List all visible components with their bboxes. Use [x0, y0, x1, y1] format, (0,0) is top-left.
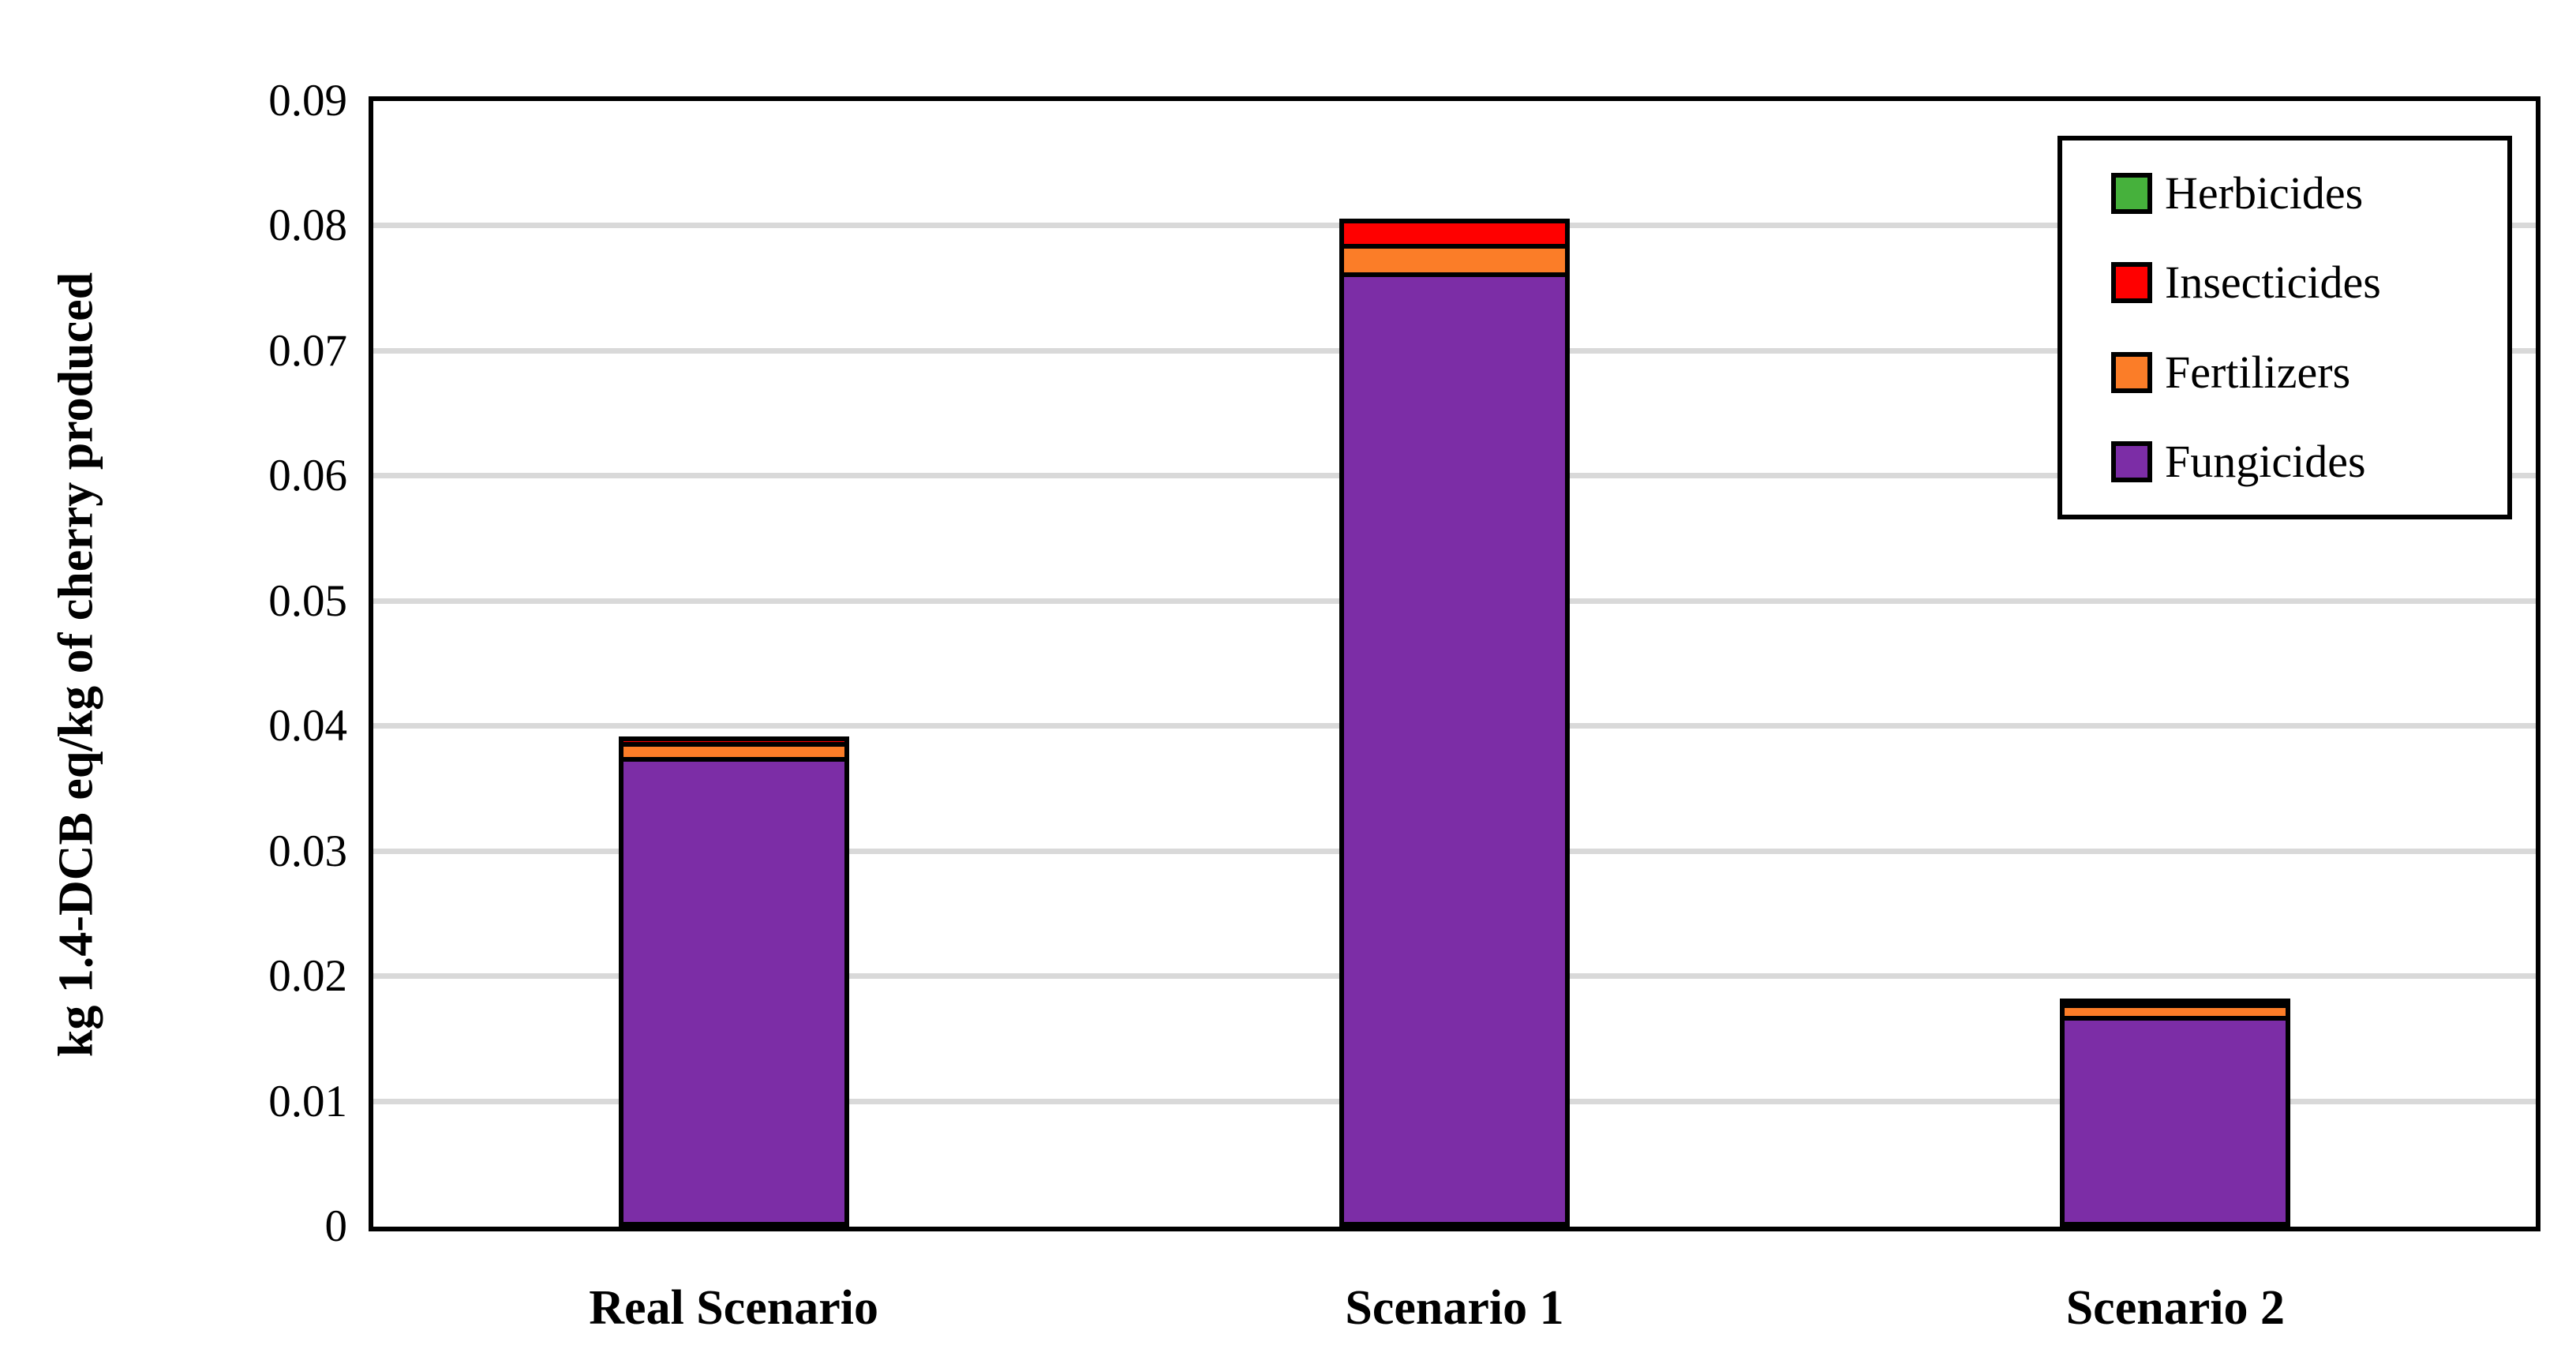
legend-label-fungicides: Fungicides: [2165, 436, 2366, 488]
legend-swatch-insecticides-icon: [2111, 262, 2152, 304]
legend-swatch-fungicides-icon: [2111, 441, 2152, 483]
x-axis-label-real-scenario: Real Scenario: [589, 1281, 879, 1335]
legend-item-fungicides: Fungicides: [2111, 439, 2507, 485]
y-tick-label-0.05: 0.05: [268, 575, 347, 626]
y-tick-label-0.01: 0.01: [268, 1076, 347, 1126]
x-axis-label-scenario-2: Scenario 2: [2065, 1281, 2285, 1335]
legend-item-herbicides: Herbicides: [2111, 170, 2507, 216]
bar-scenario-1: [1339, 218, 1570, 1227]
legend-item-fertilizers: Fertilizers: [2111, 346, 2507, 398]
bar-scenario-2: [2060, 998, 2291, 1227]
y-tick-label-0: 0: [324, 1201, 348, 1251]
plot-area: Herbicides Insecticides Fertilizers Fungici…: [369, 96, 2540, 1231]
y-tick-label-0.08: 0.08: [268, 200, 347, 251]
legend-label-fertilizers: Fertilizers: [2165, 346, 2351, 398]
bar-segment-fungicides-scenario-1: [1339, 272, 1570, 1227]
y-tick-label-0.04: 0.04: [268, 701, 347, 751]
y-tick-label-0.03: 0.03: [268, 826, 347, 876]
legend: Herbicides Insecticides Fertilizers Fungici…: [2057, 136, 2512, 519]
legend-swatch-fertilizers-icon: [2111, 351, 2152, 393]
legend-label-herbicides: Herbicides: [2165, 167, 2364, 219]
y-tick-label-0.09: 0.09: [268, 76, 347, 126]
legend-swatch-herbicides-icon: [2111, 172, 2152, 214]
legend-label-insecticides: Insecticides: [2165, 257, 2381, 309]
x-axis-label-scenario-1: Scenario 1: [1345, 1281, 1564, 1335]
y-axis-title: kg 1.4-DCB eq/kg of cherry produced: [49, 272, 103, 1058]
legend-item-insecticides: Insecticides: [2111, 260, 2507, 305]
bar-segment-fungicides-scenario-2: [2060, 1015, 2291, 1227]
bar-segment-fungicides-real-scenario: [618, 756, 849, 1227]
plot-inner: Herbicides Insecticides Fertilizers Fungici…: [373, 101, 2536, 1227]
y-tick-label-0.07: 0.07: [268, 325, 347, 376]
y-tick-label-0.06: 0.06: [268, 451, 347, 501]
y-tick-label-0.02: 0.02: [268, 951, 347, 1002]
bar-real-scenario: [618, 736, 849, 1227]
